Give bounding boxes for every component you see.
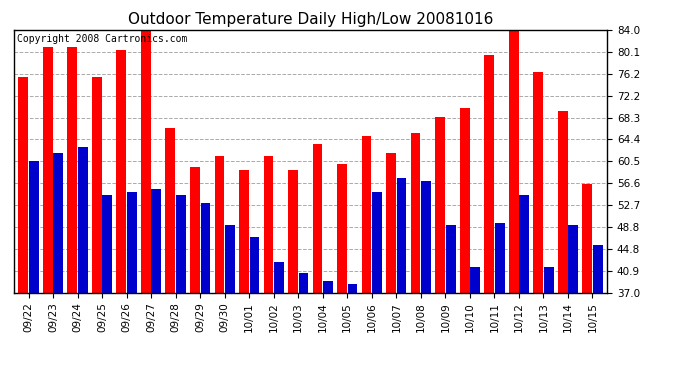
Bar <box>362 136 371 292</box>
Bar <box>250 237 259 292</box>
Bar <box>43 47 52 292</box>
Bar <box>299 273 308 292</box>
Bar <box>593 245 602 292</box>
Bar <box>386 153 396 292</box>
Bar <box>29 161 39 292</box>
Bar <box>411 134 420 292</box>
Bar <box>372 192 382 292</box>
Bar <box>460 108 469 292</box>
Bar <box>484 55 494 292</box>
Bar <box>313 144 322 292</box>
Bar <box>201 203 210 292</box>
Bar <box>569 225 578 292</box>
Bar <box>288 170 298 292</box>
Bar <box>544 267 553 292</box>
Bar <box>166 128 175 292</box>
Bar <box>127 192 137 292</box>
Bar <box>323 281 333 292</box>
Bar <box>190 167 200 292</box>
Bar <box>421 181 431 292</box>
Bar <box>558 111 568 292</box>
Bar <box>176 195 186 292</box>
Bar <box>92 78 101 292</box>
Bar <box>264 156 273 292</box>
Bar <box>102 195 112 292</box>
Bar <box>274 262 284 292</box>
Bar <box>520 195 529 292</box>
Bar <box>337 164 347 292</box>
Bar <box>152 189 161 292</box>
Bar <box>397 178 406 292</box>
Text: Copyright 2008 Cartronics.com: Copyright 2008 Cartronics.com <box>17 34 187 44</box>
Bar <box>582 184 592 292</box>
Bar <box>117 50 126 292</box>
Bar <box>225 225 235 292</box>
Title: Outdoor Temperature Daily High/Low 20081016: Outdoor Temperature Daily High/Low 20081… <box>128 12 493 27</box>
Bar <box>239 170 249 292</box>
Bar <box>348 284 357 292</box>
Bar <box>53 153 63 292</box>
Bar <box>509 30 519 292</box>
Bar <box>446 225 455 292</box>
Bar <box>141 27 150 292</box>
Bar <box>215 156 224 292</box>
Bar <box>495 223 504 292</box>
Bar <box>533 72 543 292</box>
Bar <box>19 78 28 292</box>
Bar <box>435 117 445 292</box>
Bar <box>68 47 77 292</box>
Bar <box>78 147 88 292</box>
Bar <box>471 267 480 292</box>
